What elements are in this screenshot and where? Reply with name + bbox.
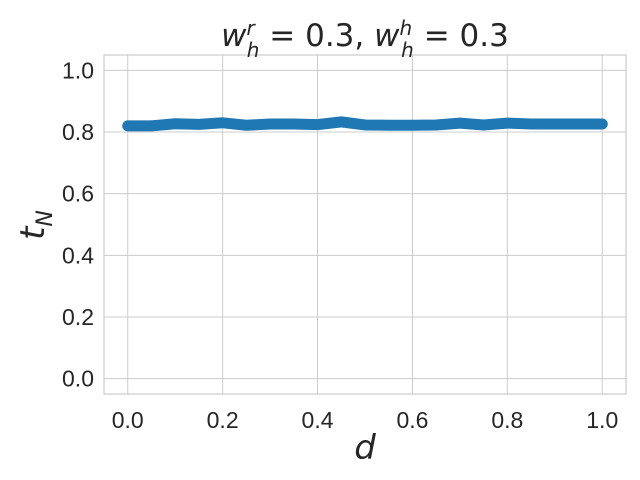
title-sup2: h — [399, 16, 412, 40]
y-tick-label: 0.8 — [62, 119, 94, 145]
y-tick-label: 0.2 — [62, 304, 94, 330]
x-tick-label: 0.0 — [112, 407, 144, 433]
title-eq1: = 0.3, — [259, 18, 374, 54]
y-tick-label: 0.6 — [62, 181, 94, 207]
x-axis-label: d — [354, 428, 376, 468]
y-axis-label-sub: N — [33, 210, 58, 226]
x-tick-label: 0.6 — [396, 407, 428, 433]
x-tick-label: 0.8 — [491, 407, 523, 433]
series-line — [122, 116, 608, 132]
x-tick-label: 0.4 — [302, 407, 334, 433]
y-tick-labels: 0.0 0.2 0.4 0.6 0.8 1.0 — [62, 57, 94, 391]
y-axis-label: tN — [13, 210, 58, 240]
series-layer — [122, 116, 608, 132]
title-sub2: h — [401, 38, 414, 62]
chart-title: wr h = 0.3, wh h = 0.3 — [221, 16, 509, 62]
x-tick-labels: 0.0 0.2 0.4 0.6 0.8 1.0 — [112, 407, 619, 433]
title-eq2: = 0.3 — [414, 18, 509, 54]
y-tick-label: 1.0 — [62, 57, 94, 83]
x-tick-label: 1.0 — [586, 407, 618, 433]
title-w2: w — [374, 18, 400, 54]
y-tick-label: 0.4 — [62, 242, 94, 268]
y-tick-label: 0.0 — [62, 366, 94, 392]
grid — [104, 55, 626, 394]
x-tick-label: 0.2 — [207, 407, 239, 433]
title-w1: w — [221, 18, 247, 54]
y-axis-label-main: t — [13, 225, 53, 240]
title-sup1: r — [247, 16, 257, 40]
plot-frame — [103, 54, 627, 395]
title-sub1: h — [247, 38, 260, 62]
